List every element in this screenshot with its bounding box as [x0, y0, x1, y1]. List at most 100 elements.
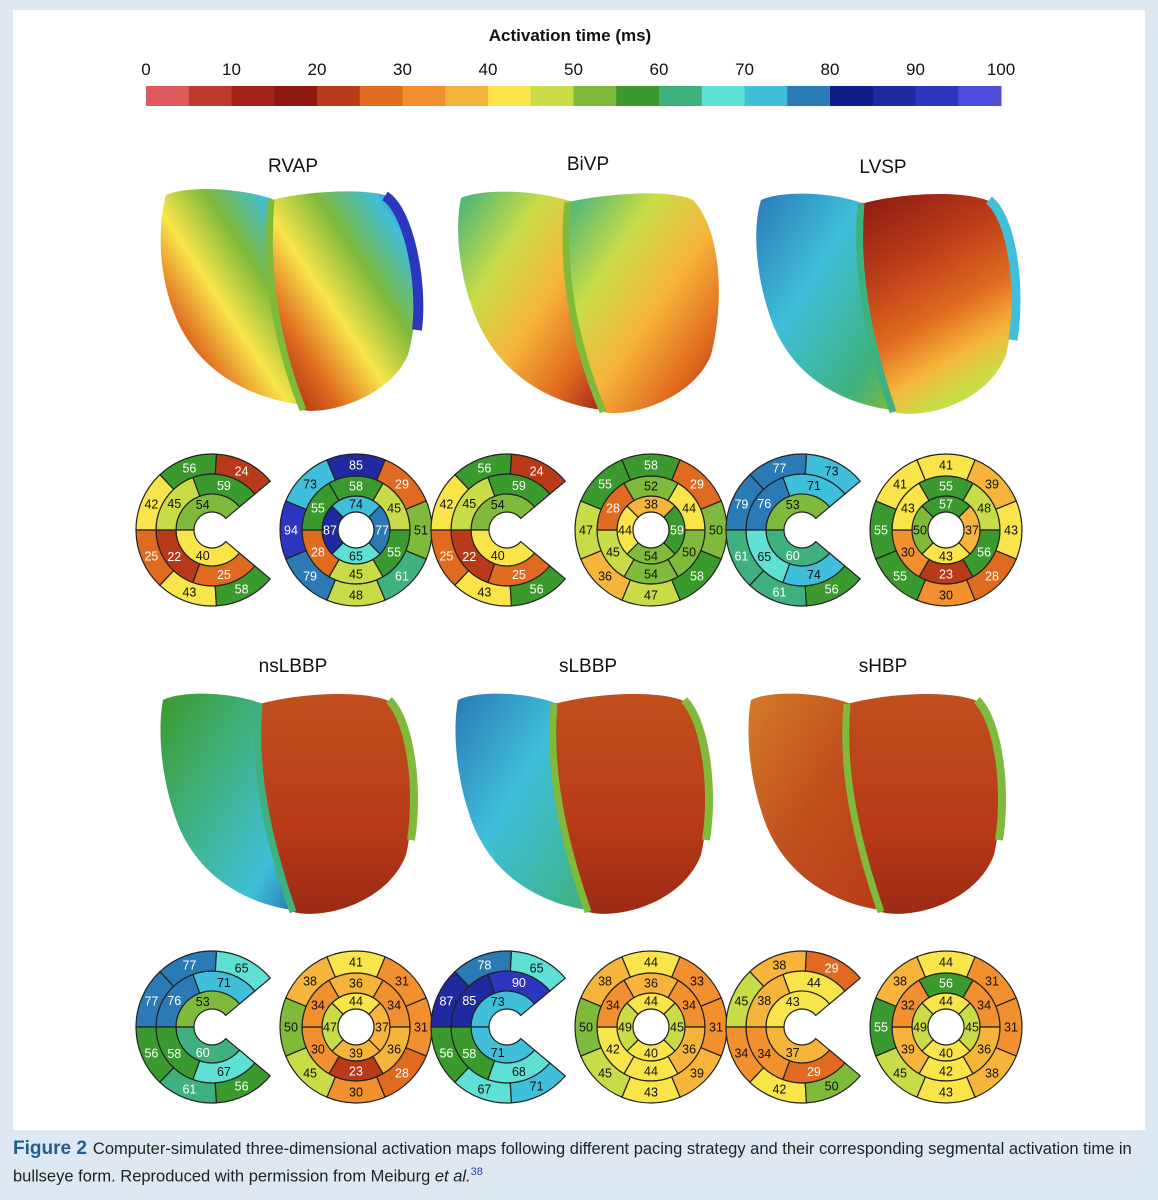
segment-value: 39: [901, 1043, 915, 1057]
segment-value: 85: [349, 459, 363, 473]
segment-value: 56: [977, 546, 991, 560]
segment-value: 36: [598, 569, 612, 583]
segment-value: 61: [182, 1083, 196, 1097]
segment-value: 65: [757, 550, 771, 564]
segment-value: 39: [985, 478, 999, 492]
segment-value: 22: [167, 550, 181, 564]
heart-rvap: [160, 188, 424, 412]
segment-value: 34: [311, 999, 325, 1013]
segment-value: 50: [709, 524, 723, 538]
segment-value: 28: [985, 569, 999, 583]
figure-label: Figure 2: [13, 1138, 87, 1159]
segment-value: 30: [901, 546, 915, 560]
segment-value: 71: [807, 479, 821, 493]
segment-value: 56: [530, 582, 544, 596]
bullseye-segment: [375, 549, 427, 601]
segment-value: 45: [167, 497, 181, 511]
segment-value: 47: [579, 524, 593, 538]
segment-value: 53: [786, 498, 800, 512]
segment-value: 55: [874, 1021, 888, 1035]
segment-value: 44: [682, 502, 696, 516]
colorbar-tick-label: 90: [906, 60, 925, 79]
segment-value: 37: [965, 524, 979, 538]
segment-value: 65: [349, 550, 363, 564]
segment-value: 41: [939, 459, 953, 473]
segment-value: 49: [913, 1021, 927, 1035]
bullseye-segment: [580, 549, 632, 601]
segment-value: 39: [690, 1066, 704, 1080]
colorbar-tick-label: 80: [821, 60, 840, 79]
segment-value: 61: [395, 569, 409, 583]
colorbar-swatch: [787, 86, 831, 106]
segment-value: 44: [939, 995, 953, 1009]
segment-value: 22: [462, 550, 476, 564]
segment-value: 36: [682, 1043, 696, 1057]
segment-value: 28: [395, 1066, 409, 1080]
segment-value: 52: [644, 480, 658, 494]
colorbar-tick-label: 30: [393, 60, 412, 79]
segment-value: 78: [477, 958, 491, 972]
heart-nslbbp: [160, 693, 419, 914]
bullseye-segment: [375, 1046, 427, 1098]
segment-value: 31: [985, 975, 999, 989]
bullseye-segment: [875, 459, 927, 511]
bullseye-segment: [621, 453, 681, 481]
segment-value: 33: [690, 975, 704, 989]
caption-etal: et al.: [434, 1167, 471, 1186]
bullseye-segment: [326, 453, 386, 481]
bullseye-center: [927, 1008, 965, 1046]
bullseye-segment: [869, 500, 897, 560]
segment-value: 54: [644, 550, 658, 564]
segment-value: 30: [939, 589, 953, 603]
bullseye-segment: [326, 950, 386, 978]
bullseye-center: [632, 1008, 670, 1046]
segment-value: 43: [901, 502, 915, 516]
colorbar-swatch: [146, 86, 190, 106]
segment-value: 90: [512, 976, 526, 990]
segment-value: 58: [462, 1047, 476, 1061]
segment-value: 45: [893, 1066, 907, 1080]
segment-value: 43: [644, 1086, 658, 1100]
segment-value: 71: [491, 1046, 505, 1060]
bullseye-segment: [965, 549, 1017, 601]
bullseye-segment: [405, 500, 433, 560]
bullseye-segment: [995, 997, 1023, 1057]
segment-value: 43: [939, 1086, 953, 1100]
segment-value: 45: [349, 568, 363, 582]
bullseye-segment: [670, 1046, 722, 1098]
bullseye-segment: [214, 1062, 272, 1104]
segment-value: 65: [235, 962, 249, 976]
segment-value: 50: [284, 1021, 298, 1035]
segment-value: 76: [757, 497, 771, 511]
segment-value: 51: [414, 524, 428, 538]
segment-value: 24: [530, 465, 544, 479]
colorbar-tick-label: 70: [735, 60, 754, 79]
segment-value: 73: [303, 478, 317, 492]
colorbar-swatch: [573, 86, 617, 106]
bullseye-segment: [869, 997, 897, 1057]
bullseye-segment: [580, 1046, 632, 1098]
segment-value: 59: [670, 524, 684, 538]
bullseye-segment: [279, 500, 307, 560]
bullseye-center: [632, 511, 670, 549]
heart-shbp: [748, 693, 1007, 914]
segment-value: 59: [217, 479, 231, 493]
segment-value: 54: [491, 498, 505, 512]
segment-value: 29: [825, 962, 839, 976]
segment-value: 30: [311, 1043, 325, 1057]
bullseye-group-shbp: sHBP 43 37 44 38 34 29 29 38 45 34 42 50 45 40 49 44 34 36…: [725, 656, 1023, 1104]
segment-value: 76: [167, 994, 181, 1008]
segment-value: 77: [182, 958, 196, 972]
segment-value: 55: [874, 524, 888, 538]
caption-text: Computer-simulated three-dimensional act…: [13, 1140, 1132, 1186]
segment-value: 50: [579, 1021, 593, 1035]
segment-value: 42: [606, 1043, 620, 1057]
segment-value: 31: [414, 1021, 428, 1035]
segment-value: 38: [644, 498, 658, 512]
segment-value: 87: [323, 524, 337, 538]
segment-value: 44: [644, 956, 658, 970]
bullseye-segment: [621, 950, 681, 978]
segment-value: 29: [690, 478, 704, 492]
colorbar-swatch: [915, 86, 959, 106]
colorbar-swatch: [744, 86, 788, 106]
